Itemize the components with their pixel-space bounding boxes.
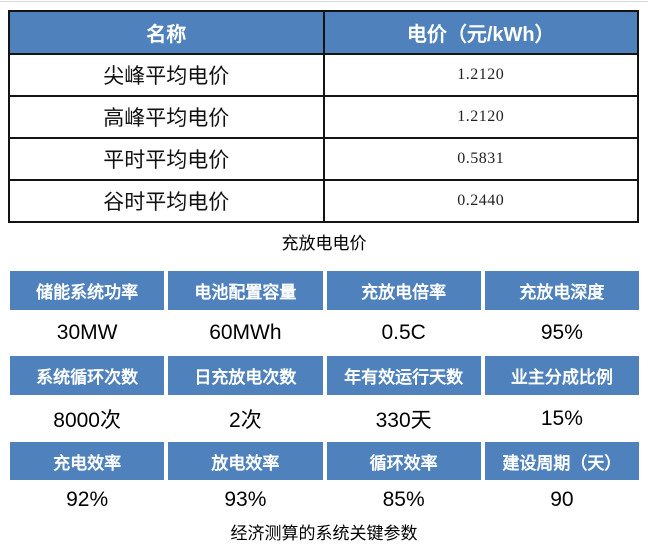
param-value-owner-share: 15% — [484, 395, 639, 442]
param-value-discharge-efficiency: 93% — [168, 480, 323, 520]
param-table-caption: 经济测算的系统关键参数 — [230, 524, 418, 543]
price-row-2-value: 0.5831 — [324, 139, 637, 179]
param-header-depth: 充放电深度 — [484, 271, 639, 310]
price-row-3-value: 0.2440 — [324, 181, 637, 221]
price-table-header-name: 名称 — [10, 12, 323, 53]
param-value-operating-days: 330天 — [326, 395, 481, 442]
param-header-storage-power: 储能系统功率 — [10, 271, 165, 310]
price-table: 名称 电价（元/kWh） 尖峰平均电价 1.2120 高峰平均电价 1.2120… — [8, 10, 639, 223]
param-value-cycle-count: 8000次 — [10, 395, 165, 442]
page-top-edge-line — [0, 1, 648, 2]
price-row-3-name: 谷时平均电价 — [10, 181, 323, 221]
param-header-owner-share: 业主分成比例 — [484, 356, 639, 395]
param-header-operating-days: 年有效运行天数 — [326, 356, 481, 395]
param-header-cycle-count: 系统循环次数 — [10, 356, 165, 395]
param-value-c-rate: 0.5C — [326, 310, 481, 356]
param-table: 储能系统功率 电池配置容量 充放电倍率 充放电深度 30MW 60MWh 0.5… — [10, 271, 639, 520]
param-value-depth: 95% — [484, 310, 639, 356]
price-row-0-value: 1.2120 — [324, 55, 637, 95]
price-table-header-price: 电价（元/kWh） — [324, 12, 637, 53]
param-value-construction-period: 90 — [484, 480, 639, 520]
price-row-2-name: 平时平均电价 — [10, 139, 323, 179]
param-value-charge-efficiency: 92% — [10, 480, 165, 520]
param-header-battery-capacity: 电池配置容量 — [168, 271, 323, 310]
param-header-cycle-efficiency: 循环效率 — [326, 442, 481, 480]
param-header-construction-period: 建设周期（天） — [484, 442, 639, 480]
param-header-c-rate: 充放电倍率 — [326, 271, 481, 310]
price-row-0-name: 尖峰平均电价 — [10, 55, 323, 95]
price-row-1-value: 1.2120 — [324, 97, 637, 137]
price-row-1-name: 高峰平均电价 — [10, 97, 323, 137]
param-header-discharge-efficiency: 放电效率 — [168, 442, 323, 480]
price-table-caption: 充放电电价 — [281, 234, 367, 253]
param-value-daily-cycles: 2次 — [168, 395, 323, 442]
param-value-storage-power: 30MW — [10, 310, 165, 356]
param-value-battery-capacity: 60MWh — [168, 310, 323, 356]
param-header-daily-cycles: 日充放电次数 — [168, 356, 323, 395]
param-header-charge-efficiency: 充电效率 — [10, 442, 165, 480]
param-value-cycle-efficiency: 85% — [326, 480, 481, 520]
